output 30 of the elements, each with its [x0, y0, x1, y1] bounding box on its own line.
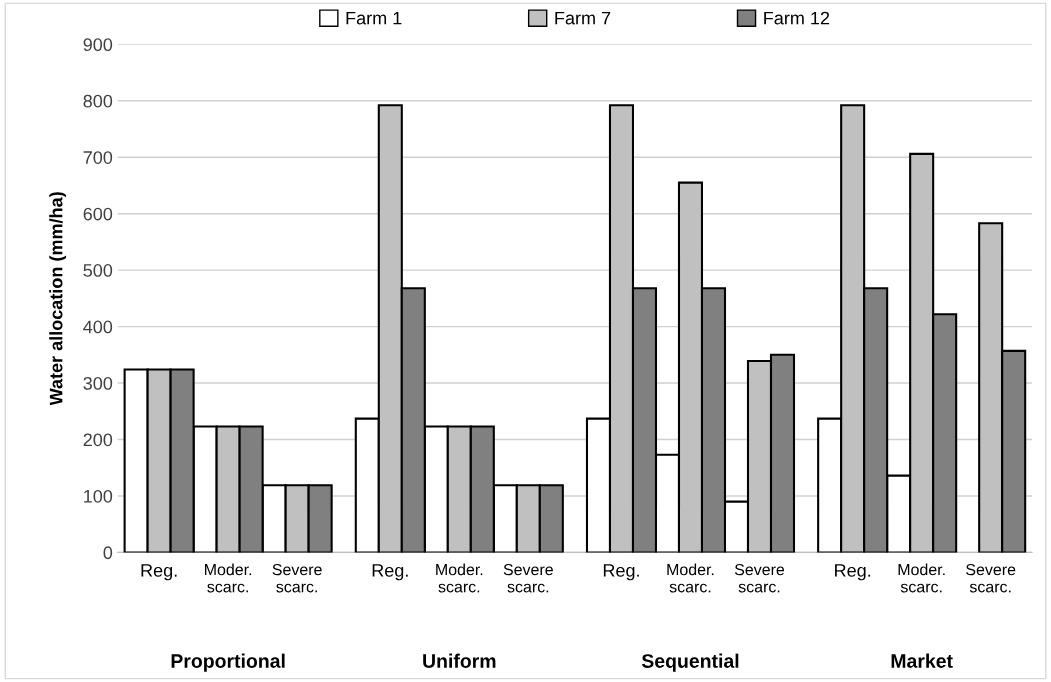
y-tick-label: 300 — [83, 376, 113, 390]
x-tick-label: Severe scarc. — [503, 563, 553, 593]
y-axis-title: Water allocation (mm/ha) — [49, 192, 67, 406]
x-tick-label: Reg. — [603, 564, 639, 581]
x-tick-label: Reg. — [372, 564, 408, 581]
y-tick-label: 400 — [83, 320, 113, 334]
y-tick-label: 900 — [83, 38, 113, 52]
x-tick-label: Severe scarc. — [734, 563, 785, 593]
y-tick-label: 200 — [83, 433, 113, 447]
legend-label: Farm 7 — [555, 11, 611, 25]
y-tick-label: 100 — [84, 489, 113, 503]
legend-label: Farm 1 — [346, 11, 402, 25]
x-tick-label: Reg. — [141, 564, 177, 581]
x-tick-label: Reg. — [835, 564, 871, 581]
x-tick-label: Severe scarc. — [272, 563, 322, 593]
y-tick-label: 600 — [83, 207, 113, 221]
y-tick-label: 700 — [83, 151, 113, 164]
x-tick-label: Moder. scarc. — [436, 563, 483, 593]
text: Uniform — [423, 653, 496, 668]
x-tick-label: Moder. scarc. — [205, 563, 252, 593]
legend-label: Farm 12 — [764, 11, 830, 25]
y-tick-label: 500 — [83, 264, 113, 277]
x-tick-label: Moder. scarc. — [667, 563, 714, 593]
text: Market — [891, 653, 953, 668]
text: Sequential — [641, 653, 739, 672]
y-tick-label: 800 — [83, 94, 113, 108]
text: Proportional — [171, 653, 285, 672]
x-tick-label: Severe scarc. — [966, 563, 1016, 593]
x-tick-label: Moder. scarc. — [898, 563, 945, 593]
y-tick-label: 0 — [103, 546, 113, 560]
